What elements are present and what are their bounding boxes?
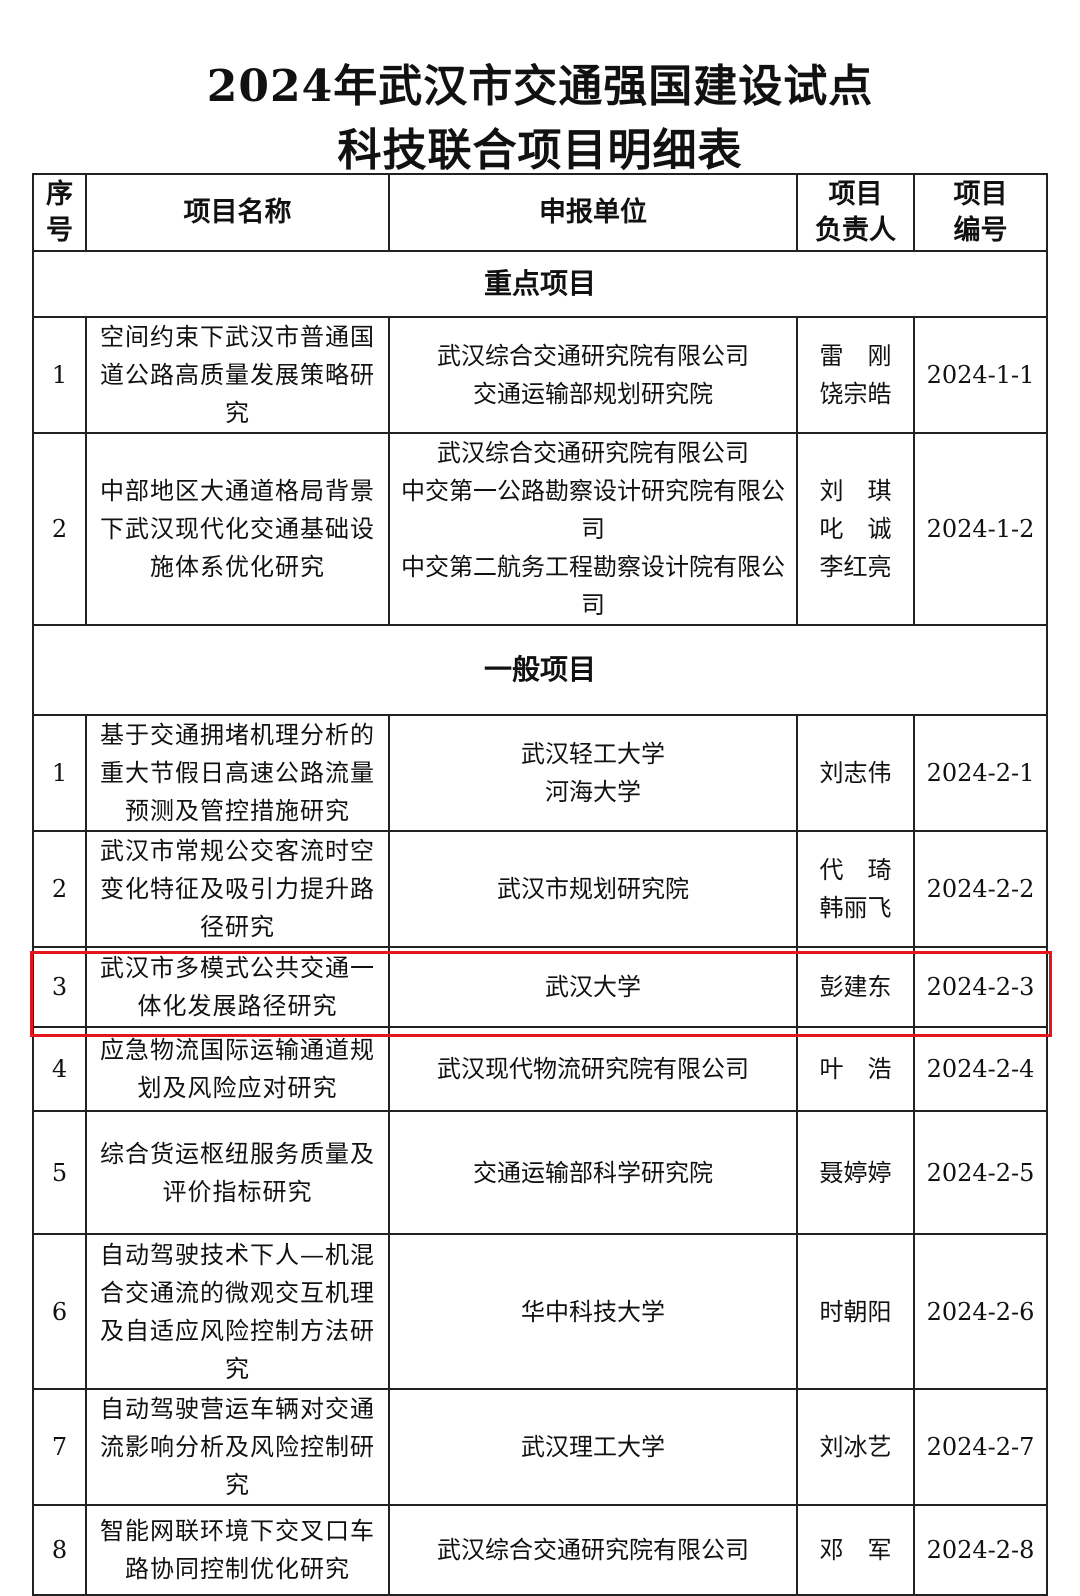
- table-header-row: 序 号 项目名称 申报单位 项目 负责人 项目 编号: [32, 173, 1048, 252]
- applicant-unit: 武汉理工大学: [388, 1388, 798, 1506]
- table-row: 2 中部地区大通道格局背景 下武汉现代化交通基础设 施体系优化研究 武汉综合交通…: [32, 432, 1048, 626]
- project-name: 应急物流国际运输通道规 划及风险应对研究: [85, 1026, 390, 1112]
- applicant-unit: 交通运输部科学研究院: [388, 1110, 798, 1235]
- project-code: 2024-1-1: [913, 316, 1048, 434]
- project-code: 2024-2-1: [913, 714, 1048, 832]
- row-no: 4: [32, 1026, 87, 1112]
- project-code: 2024-2-2: [913, 830, 1048, 948]
- row-no: 2: [32, 432, 87, 626]
- table-row: 3 武汉市多模式公共交通一 体化发展路径研究 武汉大学 彭建东 2024-2-3: [32, 946, 1048, 1028]
- project-leader: 雷 刚 饶宗皓: [796, 316, 915, 434]
- applicant-unit: 武汉大学: [388, 946, 798, 1028]
- table-row: 8 智能网联环境下交叉口车 路协同控制优化研究 武汉综合交通研究院有限公司 邓 …: [32, 1504, 1048, 1596]
- project-leader: 刘志伟: [796, 714, 915, 832]
- row-no: 1: [32, 714, 87, 832]
- project-code: 2024-2-8: [913, 1504, 1048, 1596]
- table-row: 4 应急物流国际运输通道规 划及风险应对研究 武汉现代物流研究院有限公司 叶 浩…: [32, 1026, 1048, 1112]
- row-no: 3: [32, 946, 87, 1028]
- project-leader: 邓 军: [796, 1504, 915, 1596]
- project-name: 综合货运枢纽服务质量及 评价指标研究: [85, 1110, 390, 1235]
- project-leader: 刘 琪 叱 诚 李红亮: [796, 432, 915, 626]
- project-leader: 代 琦 韩丽飞: [796, 830, 915, 948]
- applicant-unit: 武汉轻工大学 河海大学: [388, 714, 798, 832]
- document-title-line1: 2024年武汉市交通强国建设试点: [206, 61, 874, 112]
- project-leader: 叶 浩: [796, 1026, 915, 1112]
- header-name: 项目名称: [85, 173, 390, 252]
- document-title-line2: 科技联合项目明细表: [337, 125, 743, 176]
- table-row: 1 空间约束下武汉市普通国 道公路高质量发展策略研 究 武汉综合交通研究院有限公…: [32, 316, 1048, 434]
- project-name: 中部地区大通道格局背景 下武汉现代化交通基础设 施体系优化研究: [85, 432, 390, 626]
- header-code: 项目 编号: [913, 173, 1048, 252]
- row-no: 8: [32, 1504, 87, 1596]
- project-leader: 彭建东: [796, 946, 915, 1028]
- project-name: 智能网联环境下交叉口车 路协同控制优化研究: [85, 1504, 390, 1596]
- applicant-unit: 武汉综合交通研究院有限公司 中交第一公路勘察设计研究院有限公司 中交第二航务工程…: [388, 432, 798, 626]
- project-leader: 刘冰艺: [796, 1388, 915, 1506]
- row-no: 5: [32, 1110, 87, 1235]
- applicant-unit: 华中科技大学: [388, 1233, 798, 1390]
- row-no: 6: [32, 1233, 87, 1390]
- project-leader: 时朝阳: [796, 1233, 915, 1390]
- row-no: 2: [32, 830, 87, 948]
- header-unit: 申报单位: [388, 173, 798, 252]
- row-no: 7: [32, 1388, 87, 1506]
- project-name: 基于交通拥堵机理分析的 重大节假日高速公路流量 预测及管控措施研究: [85, 714, 390, 832]
- section-row: 重点项目: [32, 250, 1048, 318]
- project-name: 自动驾驶营运车辆对交通 流影响分析及风险控制研 究: [85, 1388, 390, 1506]
- applicant-unit: 武汉综合交通研究院有限公司 交通运输部规划研究院: [388, 316, 798, 434]
- table-row: 7 自动驾驶营运车辆对交通 流影响分析及风险控制研 究 武汉理工大学 刘冰艺 2…: [32, 1388, 1048, 1506]
- table-row: 5 综合货运枢纽服务质量及 评价指标研究 交通运输部科学研究院 聂婷婷 2024…: [32, 1110, 1048, 1235]
- project-table: 序 号 项目名称 申报单位 项目 负责人 项目 编号 重点项目 1 空间约束下武汉…: [32, 173, 1048, 1596]
- project-name: 自动驾驶技术下人—机混 合交通流的微观交互机理 及自适应风险控制方法研 究: [85, 1233, 390, 1390]
- section-label: 重点项目: [32, 250, 1048, 318]
- row-no: 1: [32, 316, 87, 434]
- project-code: 2024-2-7: [913, 1388, 1048, 1506]
- applicant-unit: 武汉综合交通研究院有限公司: [388, 1504, 798, 1596]
- project-code: 2024-1-2: [913, 432, 1048, 626]
- project-name: 空间约束下武汉市普通国 道公路高质量发展策略研 究: [85, 316, 390, 434]
- project-name: 武汉市多模式公共交通一 体化发展路径研究: [85, 946, 390, 1028]
- header-no: 序 号: [32, 173, 87, 252]
- applicant-unit: 武汉现代物流研究院有限公司: [388, 1026, 798, 1112]
- project-code: 2024-2-5: [913, 1110, 1048, 1235]
- header-pi: 项目 负责人: [796, 173, 915, 252]
- project-leader: 聂婷婷: [796, 1110, 915, 1235]
- project-code: 2024-2-4: [913, 1026, 1048, 1112]
- applicant-unit: 武汉市规划研究院: [388, 830, 798, 948]
- table-row: 1 基于交通拥堵机理分析的 重大节假日高速公路流量 预测及管控措施研究 武汉轻工…: [32, 714, 1048, 832]
- section-row: 一般项目: [32, 624, 1048, 716]
- project-name: 武汉市常规公交客流时空 变化特征及吸引力提升路 径研究: [85, 830, 390, 948]
- section-label: 一般项目: [32, 624, 1048, 716]
- table-row: 6 自动驾驶技术下人—机混 合交通流的微观交互机理 及自适应风险控制方法研 究 …: [32, 1233, 1048, 1390]
- table-row: 2 武汉市常规公交客流时空 变化特征及吸引力提升路 径研究 武汉市规划研究院 代…: [32, 830, 1048, 948]
- project-code: 2024-2-3: [913, 946, 1048, 1028]
- project-code: 2024-2-6: [913, 1233, 1048, 1390]
